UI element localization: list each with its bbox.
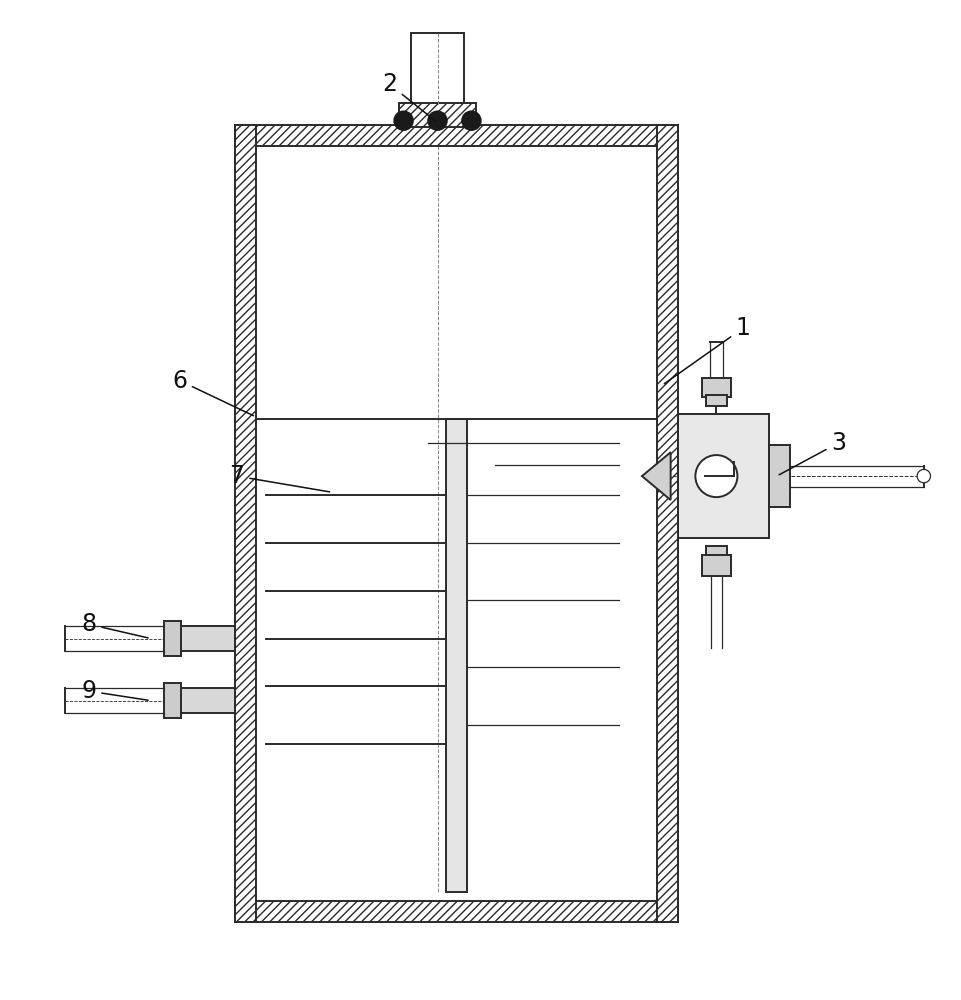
Bar — [180, 626, 234, 651]
Text: 8: 8 — [82, 612, 148, 638]
Bar — [706, 546, 727, 557]
Bar — [769, 445, 790, 507]
Bar — [256, 146, 657, 901]
Circle shape — [394, 111, 413, 130]
Bar — [706, 395, 727, 406]
Polygon shape — [642, 452, 671, 500]
Bar — [657, 125, 678, 922]
Bar — [234, 901, 678, 922]
Circle shape — [462, 111, 480, 130]
Text: 2: 2 — [382, 72, 435, 121]
Text: 3: 3 — [779, 431, 847, 475]
Circle shape — [917, 469, 930, 483]
Bar — [702, 555, 730, 576]
Circle shape — [696, 455, 737, 497]
Bar — [446, 419, 467, 892]
Text: 9: 9 — [82, 679, 148, 703]
Bar — [411, 33, 464, 104]
Text: 7: 7 — [230, 464, 330, 492]
Circle shape — [428, 111, 447, 130]
Bar — [234, 125, 256, 922]
Bar — [164, 683, 182, 718]
Bar — [702, 378, 730, 397]
Bar — [180, 688, 234, 713]
Bar — [234, 125, 678, 146]
Bar — [678, 414, 769, 538]
Bar — [164, 621, 182, 656]
Text: 1: 1 — [664, 316, 751, 384]
Text: 6: 6 — [172, 369, 254, 416]
Bar — [399, 103, 477, 127]
